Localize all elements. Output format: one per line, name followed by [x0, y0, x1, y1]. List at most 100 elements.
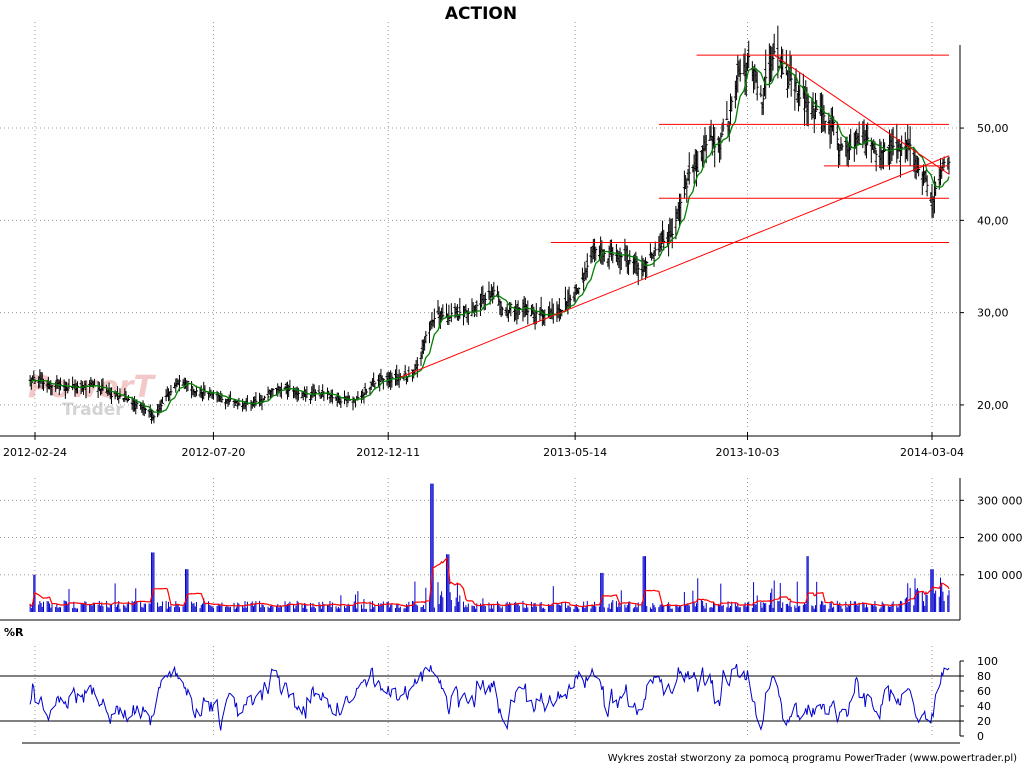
price-bar — [776, 25, 780, 79]
price-bar — [582, 272, 586, 291]
volume-tick-label: 200 000 — [977, 532, 1023, 545]
date-tick-label: 2013-10-03 — [716, 446, 780, 459]
williams-r-panel: %R 0 20 40 60 80 100 — [0, 626, 998, 744]
volume-tick-label: 300 000 — [977, 494, 1023, 507]
price-bar — [934, 181, 938, 196]
williams-r-tick-label: 80 — [977, 670, 991, 683]
price-bar — [266, 386, 270, 400]
chart-title: ACTION — [445, 4, 517, 24]
price-bar — [730, 96, 734, 112]
volume-panel: 100 000 200 000 300 000 — [0, 478, 1023, 621]
price-bar — [761, 88, 765, 115]
price-bar — [607, 245, 611, 270]
williams-r-tick-label: 40 — [977, 700, 991, 713]
price-bar — [500, 306, 504, 316]
price-axis: 20,00 30,00 40,00 50,00 — [959, 45, 1009, 436]
powertrader-watermark: PowerT Trader — [28, 370, 156, 420]
price-bar — [458, 297, 462, 320]
williams-r-tick-label: 100 — [977, 655, 998, 668]
price-bar — [738, 58, 742, 82]
price-tick-label: 50,00 — [977, 122, 1009, 135]
price-bar — [403, 364, 407, 375]
price-bar — [925, 175, 929, 197]
price-bar — [118, 388, 122, 399]
price-bar — [577, 287, 581, 295]
volume-axis: 100 000 200 000 300 000 — [0, 478, 1023, 621]
price-bar — [670, 218, 674, 249]
price-bar — [364, 388, 368, 395]
price-bar — [169, 385, 173, 396]
price-bar — [682, 170, 686, 198]
price-bar — [160, 396, 164, 404]
williams-r-label: %R — [4, 626, 24, 639]
price-bar — [755, 71, 759, 101]
price-bar — [441, 304, 445, 320]
price-bar — [798, 72, 802, 107]
price-bar — [432, 308, 436, 329]
price-bar — [917, 157, 921, 177]
price-bar — [611, 246, 615, 264]
price-bar — [840, 143, 844, 151]
volume-tick-label: 100 000 — [977, 569, 1023, 582]
price-tick-label: 20,00 — [977, 399, 1009, 412]
price-bar — [806, 93, 810, 127]
svg-text:Trader: Trader — [62, 400, 124, 420]
price-bar — [424, 330, 428, 344]
price-bar — [143, 407, 147, 414]
price-bar — [771, 43, 775, 71]
price-bar — [509, 302, 513, 317]
price-bar — [66, 387, 70, 394]
williams-r-grid — [0, 646, 960, 736]
footer-credit: Wykres został stworzony za pomocą progra… — [608, 753, 1017, 764]
date-tick-label: 2014-03-04 — [900, 446, 964, 459]
price-bar — [764, 49, 768, 99]
date-tick-label: 2012-02-24 — [3, 446, 67, 459]
date-tick-label: 2013-05-14 — [543, 446, 607, 459]
price-bar — [517, 307, 521, 315]
price-bar — [152, 414, 156, 424]
price-bar — [908, 126, 912, 166]
price-tick-label: 30,00 — [977, 307, 1009, 320]
price-bar — [659, 231, 663, 251]
price-bar — [585, 253, 589, 278]
price-bar — [883, 142, 887, 153]
price-bar — [725, 100, 729, 121]
price-bar — [674, 205, 678, 240]
price-bar — [823, 120, 827, 134]
price-bar — [813, 92, 817, 120]
price-bar — [455, 304, 459, 321]
trend-line — [773, 54, 950, 175]
price-bar — [747, 40, 751, 69]
date-axis: 2012-02-24 2012-07-20 2012-12-11 2013-05-14… — [0, 432, 964, 459]
price-bar — [339, 396, 343, 409]
price-bar — [857, 121, 861, 145]
price-bar — [126, 395, 130, 401]
price-bar — [687, 152, 691, 185]
price-bar — [787, 67, 791, 89]
volume-grid — [0, 478, 960, 612]
price-bar — [330, 389, 334, 404]
price-bar — [794, 68, 798, 93]
williams-r-line — [29, 663, 950, 731]
price-moving-average — [29, 62, 950, 414]
price-bar — [759, 85, 763, 98]
price-bar — [594, 246, 598, 261]
price-bar — [811, 92, 815, 119]
price-bar — [372, 372, 376, 387]
date-tick-label: 2012-07-20 — [181, 446, 245, 459]
price-bar — [475, 300, 479, 317]
volume-moving-average — [29, 556, 950, 608]
price-bar — [313, 389, 317, 401]
price-bar — [835, 121, 839, 151]
price-bar — [772, 33, 776, 55]
price-bar — [645, 260, 649, 278]
price-bar — [789, 55, 793, 97]
price-bar — [653, 241, 657, 257]
williams-r-axis: 0 20 40 60 80 100 — [22, 655, 998, 744]
williams-r-tick-label: 60 — [977, 685, 991, 698]
price-bar — [109, 387, 113, 405]
price-bar — [720, 124, 724, 138]
price-bar — [696, 151, 700, 173]
price-bar — [415, 357, 419, 378]
